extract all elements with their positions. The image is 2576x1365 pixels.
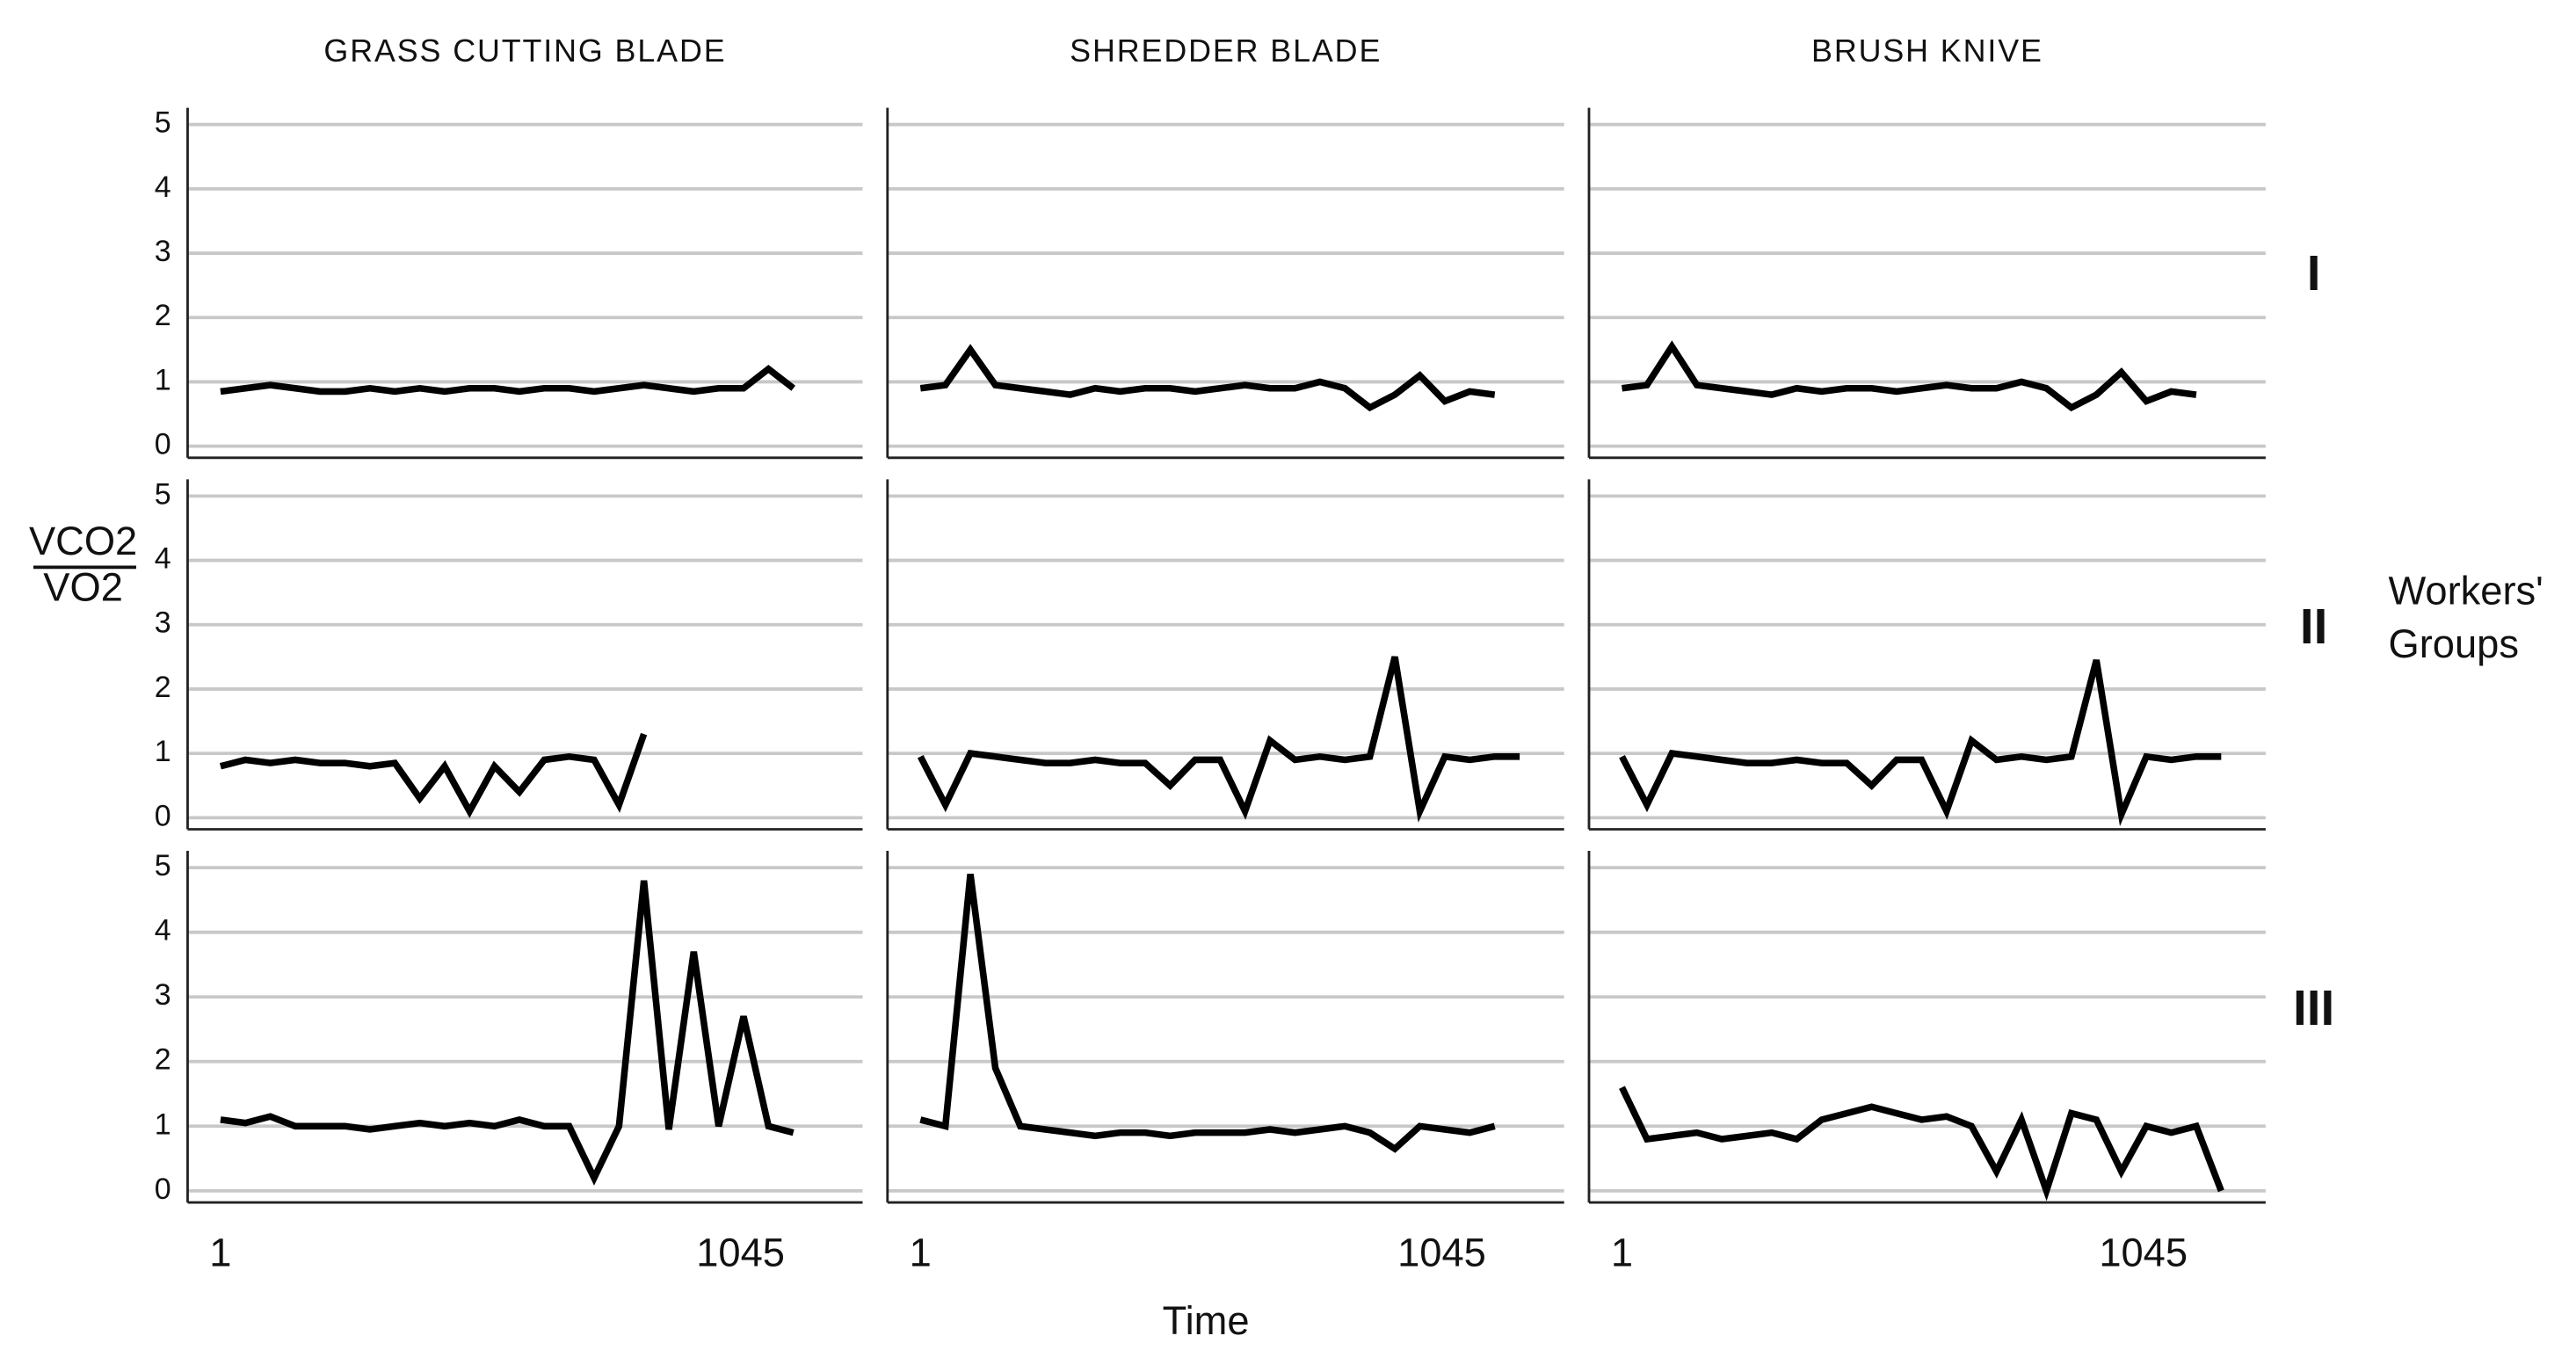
legend-title-line: Groups xyxy=(2389,621,2519,666)
series-line xyxy=(220,880,795,1186)
y-tick-label: 1 xyxy=(155,363,171,396)
y-tick-label: 4 xyxy=(155,542,171,576)
x-tick-label: 1045 xyxy=(696,1230,785,1274)
y-tick-label: 1 xyxy=(155,1107,171,1141)
series-line xyxy=(1619,1085,2224,1202)
row-label: II xyxy=(2300,599,2327,654)
series-line xyxy=(1619,659,2222,827)
series-line xyxy=(1622,340,2197,412)
x-tick-label: 1 xyxy=(910,1230,932,1274)
series-line xyxy=(919,874,1496,1153)
y-tick-label: 2 xyxy=(155,671,171,704)
y-tick-label: 5 xyxy=(155,849,171,882)
series-line xyxy=(919,344,1496,412)
column-title: SHREDDER BLADE xyxy=(1070,33,1382,69)
y-tick-label: 2 xyxy=(155,299,171,332)
y-tick-label: 2 xyxy=(155,1043,171,1077)
y-tick-label: 3 xyxy=(155,606,171,640)
row-label: III xyxy=(2293,980,2334,1035)
column-title: GRASS CUTTING BLADE xyxy=(323,33,726,69)
y-tick-label: 4 xyxy=(155,171,171,204)
y-tick-label: 0 xyxy=(155,799,171,832)
x-tick-label: 1 xyxy=(1611,1230,1633,1274)
y-tick-label: 1 xyxy=(155,735,171,768)
y-tick-label: 5 xyxy=(155,477,171,511)
series-line xyxy=(220,365,796,396)
legend-title: Workers' Groups xyxy=(2389,569,2543,666)
y-tick-label: 0 xyxy=(155,428,171,461)
y-tick-label: 0 xyxy=(155,1173,171,1206)
y-tick-label: 5 xyxy=(155,106,171,140)
y-tick-label: 3 xyxy=(155,235,171,268)
column-title: BRUSH KNIVE xyxy=(1811,33,2043,69)
x-tick-label: 1045 xyxy=(2099,1230,2188,1274)
y-tick-label: 4 xyxy=(155,914,171,948)
series-line xyxy=(219,732,648,818)
x-label: Time xyxy=(1163,1298,1250,1343)
x-tick-label: 1045 xyxy=(1397,1230,1486,1274)
series-line xyxy=(917,656,1520,823)
legend-title-line: Workers' xyxy=(2389,569,2543,614)
row-label: I xyxy=(2307,245,2321,301)
y-label-numerator: VCO2 xyxy=(29,519,137,563)
y-tick-label: 3 xyxy=(155,978,171,1012)
y-label-denominator: VO2 xyxy=(43,565,123,610)
x-tick-label: 1 xyxy=(209,1230,231,1274)
